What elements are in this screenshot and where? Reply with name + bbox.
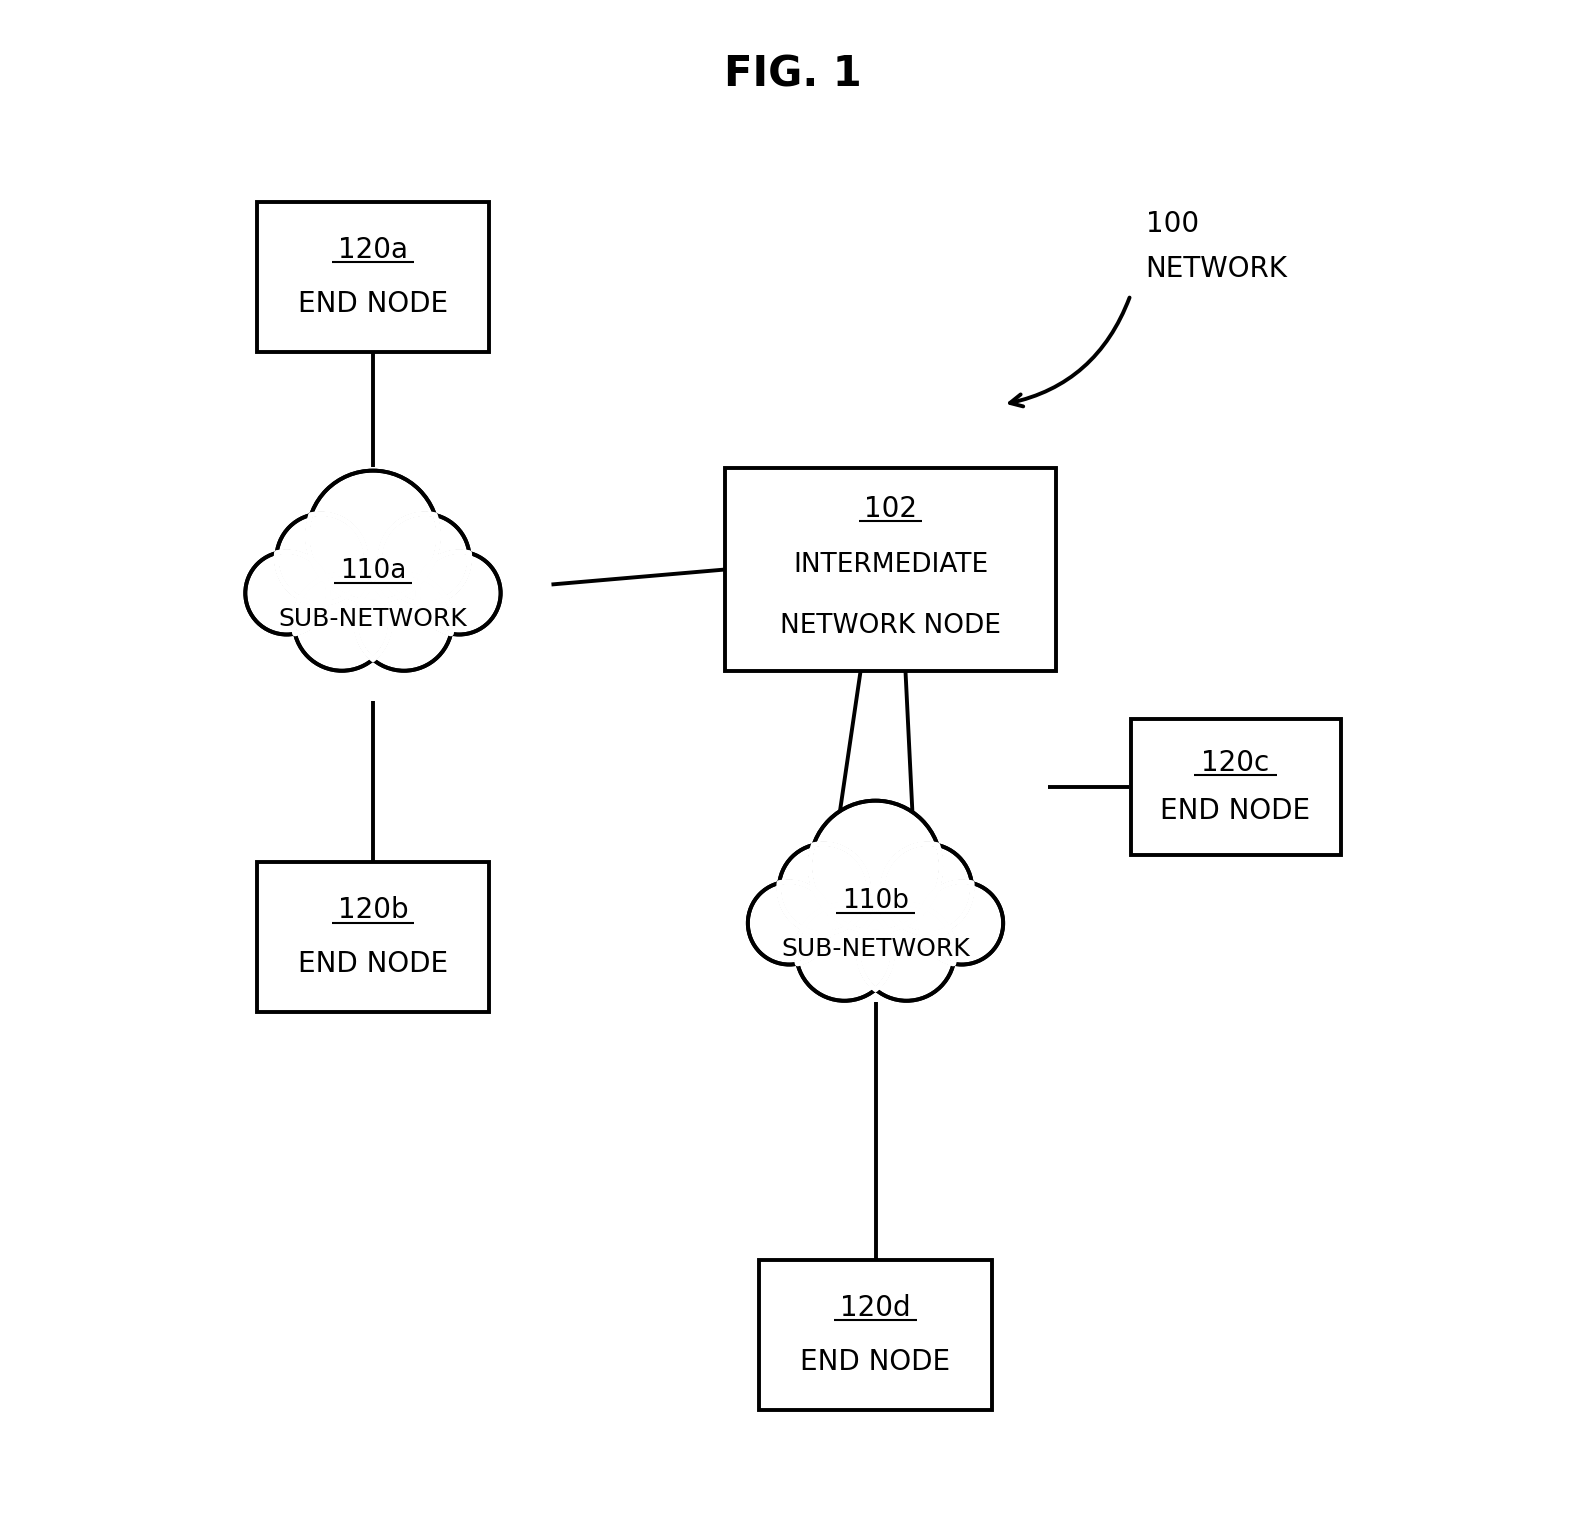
Text: 102: 102 bbox=[864, 495, 917, 522]
Circle shape bbox=[422, 556, 463, 597]
Text: 120c: 120c bbox=[1202, 749, 1270, 777]
FancyBboxPatch shape bbox=[725, 468, 1056, 671]
Circle shape bbox=[376, 525, 422, 569]
Text: END NODE: END NODE bbox=[1161, 798, 1310, 825]
FancyBboxPatch shape bbox=[760, 1260, 991, 1410]
Circle shape bbox=[365, 556, 412, 604]
Circle shape bbox=[293, 574, 390, 671]
Circle shape bbox=[852, 928, 899, 977]
Text: NETWORK: NETWORK bbox=[1145, 256, 1288, 283]
Circle shape bbox=[293, 587, 335, 628]
Circle shape bbox=[868, 886, 915, 934]
Circle shape bbox=[308, 471, 438, 601]
Circle shape bbox=[923, 886, 966, 927]
Circle shape bbox=[749, 881, 831, 964]
Circle shape bbox=[879, 855, 923, 899]
Circle shape bbox=[914, 917, 955, 958]
Circle shape bbox=[284, 556, 325, 597]
Text: 120d: 120d bbox=[841, 1293, 910, 1322]
Circle shape bbox=[333, 556, 382, 604]
Circle shape bbox=[812, 898, 856, 943]
Circle shape bbox=[355, 574, 452, 671]
Circle shape bbox=[395, 544, 436, 586]
Circle shape bbox=[796, 904, 893, 1001]
Circle shape bbox=[309, 544, 351, 586]
Text: END NODE: END NODE bbox=[298, 949, 447, 978]
Circle shape bbox=[796, 917, 837, 958]
Circle shape bbox=[836, 886, 883, 934]
Text: 120b: 120b bbox=[338, 896, 408, 924]
Circle shape bbox=[392, 568, 436, 613]
Circle shape bbox=[812, 874, 853, 916]
Circle shape bbox=[349, 598, 396, 646]
Text: 110b: 110b bbox=[842, 887, 909, 914]
Text: INTERMEDIATE: INTERMEDIATE bbox=[793, 553, 988, 578]
Circle shape bbox=[882, 843, 972, 934]
Circle shape bbox=[309, 568, 354, 613]
Circle shape bbox=[417, 551, 501, 634]
Circle shape bbox=[895, 898, 939, 943]
Circle shape bbox=[779, 843, 869, 934]
Circle shape bbox=[828, 855, 872, 899]
Circle shape bbox=[858, 904, 955, 1001]
Text: SUB-NETWORK: SUB-NETWORK bbox=[782, 937, 971, 961]
Circle shape bbox=[920, 881, 1004, 964]
Circle shape bbox=[246, 551, 328, 634]
Text: 100: 100 bbox=[1145, 210, 1199, 239]
Circle shape bbox=[276, 513, 366, 604]
Circle shape bbox=[810, 801, 940, 931]
Text: NETWORK NODE: NETWORK NODE bbox=[780, 613, 1001, 639]
FancyBboxPatch shape bbox=[1131, 719, 1340, 854]
Circle shape bbox=[381, 513, 469, 604]
Text: FIG. 1: FIG. 1 bbox=[725, 53, 861, 95]
Text: 120a: 120a bbox=[338, 236, 408, 263]
Circle shape bbox=[411, 587, 452, 628]
FancyBboxPatch shape bbox=[257, 861, 488, 1011]
Circle shape bbox=[325, 525, 370, 569]
Text: END NODE: END NODE bbox=[801, 1347, 950, 1376]
Text: END NODE: END NODE bbox=[298, 291, 447, 318]
FancyBboxPatch shape bbox=[257, 201, 488, 351]
Text: 110a: 110a bbox=[339, 557, 406, 584]
Circle shape bbox=[898, 874, 939, 916]
Text: SUB-NETWORK: SUB-NETWORK bbox=[279, 607, 468, 631]
Circle shape bbox=[785, 886, 828, 927]
